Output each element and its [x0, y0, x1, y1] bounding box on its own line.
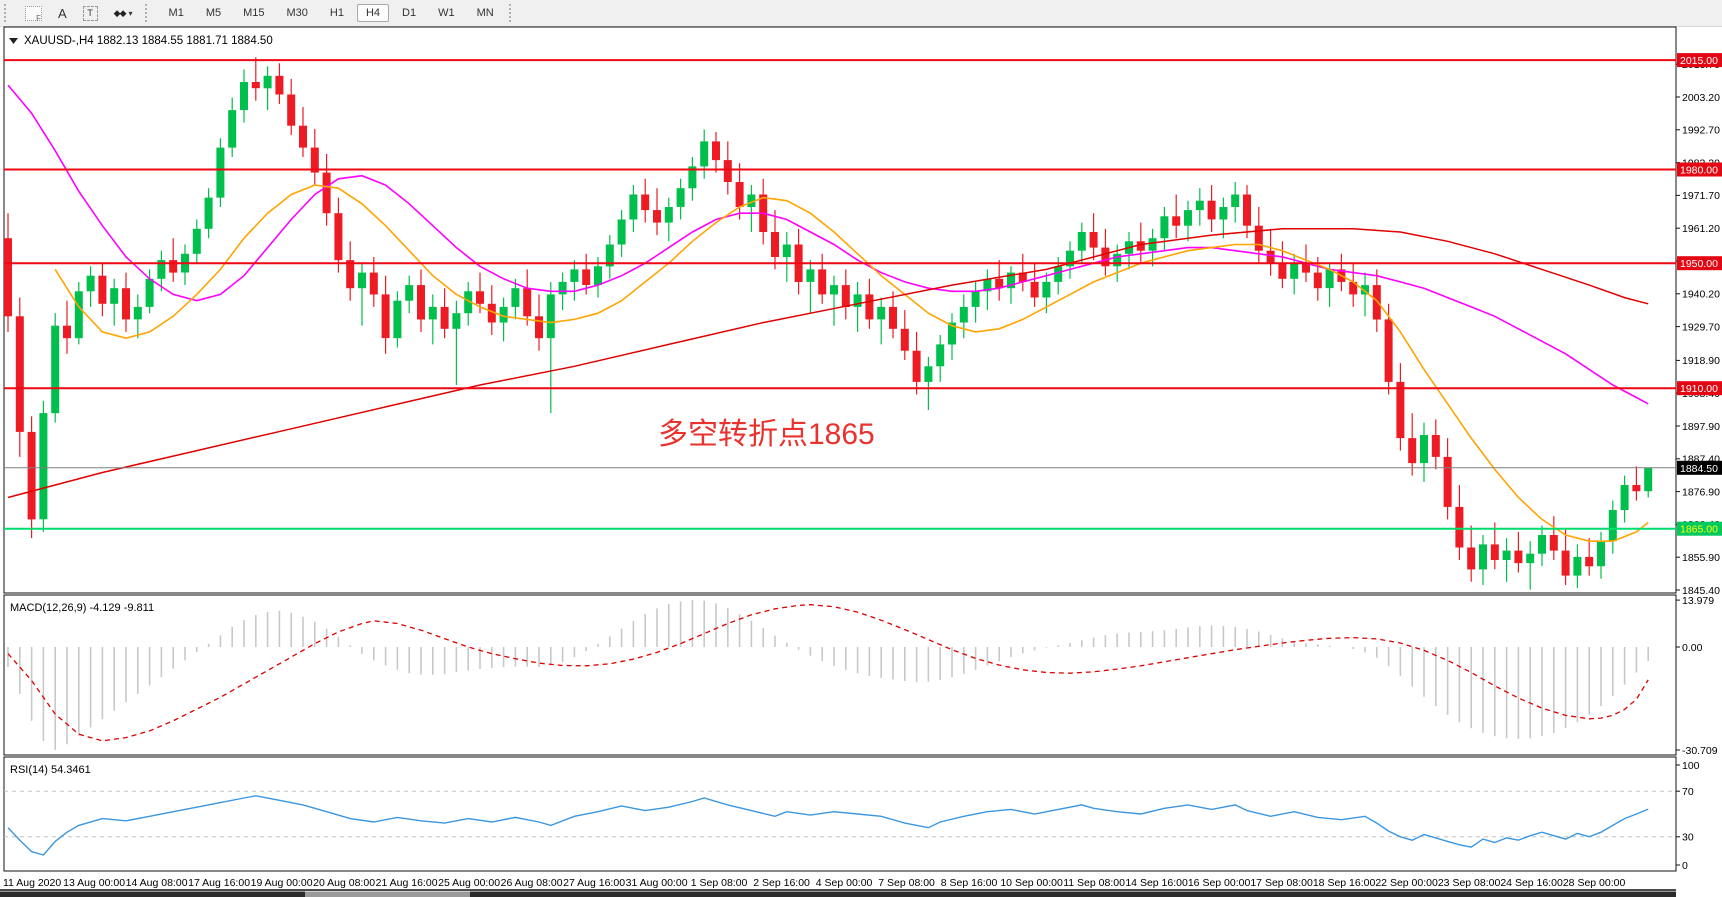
- svg-text:13.979: 13.979: [1682, 595, 1714, 607]
- macd-label: MACD(12,26,9) -4.129 -9.811: [10, 602, 154, 614]
- svg-text:19 Aug 00:00: 19 Aug 00:00: [251, 877, 313, 889]
- text-label-icon: T: [82, 5, 98, 21]
- timeframe-button-d1[interactable]: D1: [402, 7, 417, 19]
- price-axis: 2013.702003.201992.701982.201971.701961.…: [1676, 59, 1720, 597]
- rsi-label: RSI(14) 54.3461: [10, 764, 91, 776]
- svg-text:11 Aug 2020: 11 Aug 2020: [3, 877, 61, 889]
- svg-text:1950.00: 1950.00: [1680, 258, 1718, 270]
- toolbar-grip[interactable]: [144, 4, 152, 22]
- svg-text:1884.50: 1884.50: [1680, 463, 1718, 475]
- svg-text:13 Aug 00:00: 13 Aug 00:00: [63, 877, 125, 889]
- svg-text:1876.90: 1876.90: [1682, 486, 1720, 498]
- svg-text:70: 70: [1682, 786, 1694, 798]
- svg-text:2 Sep 16:00: 2 Sep 16:00: [753, 877, 810, 889]
- svg-text:30: 30: [1682, 832, 1694, 844]
- svg-text:1918.90: 1918.90: [1682, 355, 1720, 367]
- toolbar-grip[interactable]: [508, 4, 516, 22]
- hscroll-track-right[interactable]: [470, 891, 1676, 897]
- svg-text:1980.00: 1980.00: [1680, 165, 1718, 177]
- svg-text:1992.70: 1992.70: [1682, 125, 1720, 137]
- svg-text:1971.70: 1971.70: [1682, 190, 1720, 202]
- rsi-panel[interactable]: [3, 756, 1677, 872]
- timeframe-button-h1[interactable]: H1: [329, 7, 344, 19]
- chevron-down-icon: ▾: [128, 8, 133, 18]
- macd-series: 13.979 0.00 -30.709: [7, 595, 1718, 757]
- svg-text:17 Sep 08:00: 17 Sep 08:00: [1250, 877, 1313, 889]
- timeframe-button-w1[interactable]: W1: [438, 7, 455, 19]
- svg-text:2015.00: 2015.00: [1680, 55, 1718, 67]
- svg-text:0.00: 0.00: [1682, 642, 1703, 654]
- timeframe-button-m1[interactable]: M1: [168, 7, 184, 19]
- svg-text:31 Aug 00:00: 31 Aug 00:00: [626, 877, 688, 889]
- svg-text:1910.00: 1910.00: [1680, 383, 1718, 395]
- svg-text:1961.20: 1961.20: [1682, 223, 1720, 235]
- svg-text:1897.90: 1897.90: [1682, 421, 1720, 433]
- time-axis: 11 Aug 2020 13 Aug 00:00 14 Aug 08:00 17 Au…: [3, 877, 1625, 889]
- main-chart-panel[interactable]: [3, 26, 1677, 594]
- svg-text:7 Sep 08:00: 7 Sep 08:00: [878, 877, 935, 889]
- svg-text:22 Sep 00:00: 22 Sep 00:00: [1375, 877, 1438, 889]
- timeframe-button-h4[interactable]: H4: [356, 4, 390, 22]
- svg-text:100: 100: [1682, 760, 1700, 772]
- timeframe-button-m15[interactable]: M15: [243, 7, 265, 19]
- svg-text:1 Sep 08:00: 1 Sep 08:00: [691, 877, 748, 889]
- svg-text:26 Aug 08:00: 26 Aug 08:00: [501, 877, 563, 889]
- svg-text:4 Sep 00:00: 4 Sep 00:00: [816, 877, 873, 889]
- candlestick-series: [4, 57, 1653, 590]
- font-tool-button[interactable]: A: [51, 4, 74, 22]
- svg-text:20 Aug 08:00: 20 Aug 08:00: [313, 877, 375, 889]
- shapes-tool-icon: ◆◆: [113, 7, 127, 18]
- chart-toolbar: F A T ◆◆ ▾ M1 M5 M15 M30 H1 H4 D1 W1 MN: [0, 0, 1722, 27]
- text-label-button[interactable]: T: [76, 4, 105, 22]
- svg-text:21 Aug 16:00: 21 Aug 16:00: [376, 877, 438, 889]
- svg-text:16 Sep 00:00: 16 Sep 00:00: [1188, 877, 1251, 889]
- svg-text:0: 0: [1682, 860, 1688, 872]
- macd-panel[interactable]: [3, 594, 1677, 756]
- svg-text:28 Sep 00:00: 28 Sep 00:00: [1563, 877, 1626, 889]
- svg-text:1845.40: 1845.40: [1682, 585, 1720, 597]
- svg-text:1929.70: 1929.70: [1682, 321, 1720, 333]
- period-separators-button[interactable]: F: [18, 4, 49, 23]
- timeframe-button-m30[interactable]: M30: [286, 7, 308, 19]
- svg-text:14 Sep 16:00: 14 Sep 16:00: [1125, 877, 1188, 889]
- timeframe-button-mn[interactable]: MN: [476, 7, 494, 19]
- svg-text:17 Aug 16:00: 17 Aug 16:00: [188, 877, 250, 889]
- symbol-ohlc-title: XAUUSD-,H4 1882.13 1884.55 1881.71 1884.…: [24, 35, 273, 47]
- horizontal-level-lines[interactable]: [4, 59, 1676, 530]
- price-axis-chips: 2015.00 1980.00 1950.00 1910.00 1865.00 1884.…: [1677, 53, 1722, 536]
- hscroll-track-left[interactable]: [0, 891, 305, 897]
- toolbar-grip[interactable]: [4, 4, 11, 22]
- chart-text-annotation: 多空转折点1865: [658, 418, 875, 451]
- svg-text:1855.90: 1855.90: [1682, 552, 1720, 564]
- hscroll-thumb[interactable]: [305, 891, 470, 897]
- font-tool-icon: A: [58, 5, 67, 21]
- svg-text:2003.20: 2003.20: [1682, 92, 1720, 104]
- svg-text:18 Sep 16:00: 18 Sep 16:00: [1313, 877, 1376, 889]
- svg-text:25 Aug 00:00: 25 Aug 00:00: [438, 877, 500, 889]
- timeframe-bar: M1 M5 M15 M30 H1 H4 D1 W1 MN: [158, 4, 505, 22]
- period-separators-icon: F: [25, 5, 42, 23]
- svg-text:14 Aug 08:00: 14 Aug 08:00: [126, 877, 188, 889]
- svg-text:1940.20: 1940.20: [1682, 289, 1720, 301]
- moving-average-lines: [7, 84, 1649, 543]
- svg-text:27 Aug 16:00: 27 Aug 16:00: [563, 877, 625, 889]
- svg-text:10 Sep 00:00: 10 Sep 00:00: [1000, 877, 1063, 889]
- svg-text:1865.00: 1865.00: [1680, 524, 1718, 536]
- timeframe-button-m5[interactable]: M5: [205, 7, 222, 19]
- svg-text:-30.709: -30.709: [1682, 745, 1718, 757]
- svg-text:8 Sep 16:00: 8 Sep 16:00: [941, 877, 998, 889]
- svg-text:11 Sep 08:00: 11 Sep 08:00: [1063, 877, 1125, 889]
- svg-text:23 Sep 08:00: 23 Sep 08:00: [1438, 877, 1501, 889]
- svg-text:24 Sep 16:00: 24 Sep 16:00: [1500, 877, 1563, 889]
- rsi-series: 100 70 30 0: [4, 760, 1700, 872]
- symbol-dropdown-icon[interactable]: [9, 38, 18, 44]
- shapes-tool-button[interactable]: ◆◆ ▾: [107, 4, 140, 22]
